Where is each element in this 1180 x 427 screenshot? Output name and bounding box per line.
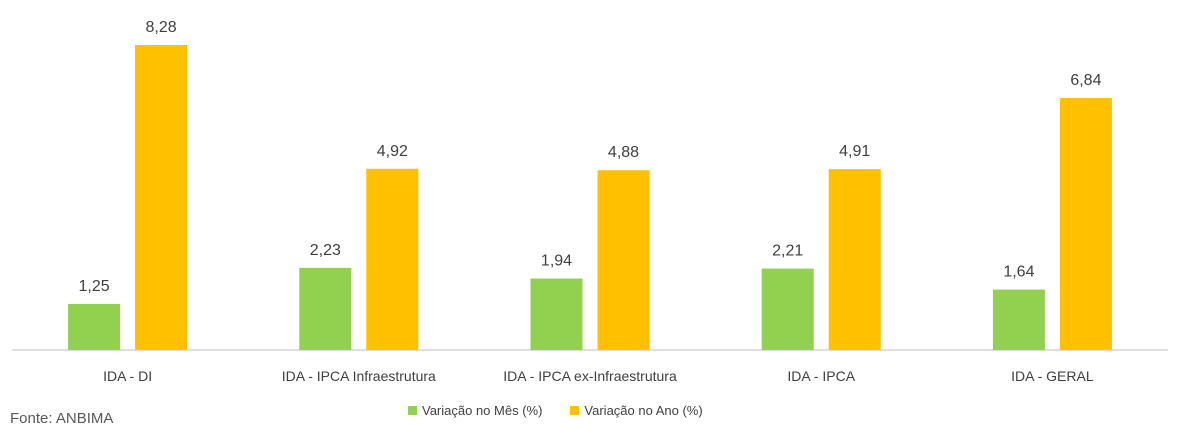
bar-mes-2 [530, 278, 583, 350]
category-label-1: IDA - IPCA Infraestrutura [282, 368, 436, 384]
legend: Variação no Mês (%) Variação no Ano (%) [408, 403, 703, 418]
legend-label-mes: Variação no Mês (%) [422, 403, 543, 418]
labels-group: 1,25 8,28 IDA - DI 2,23 4,92 IDA - IPCA Infra… [79, 19, 1102, 384]
data-label-ano-0: 8,28 [146, 19, 177, 36]
data-label-ano-3: 4,91 [839, 143, 870, 160]
data-label-mes-4: 1,64 [1003, 264, 1034, 281]
data-label-mes-1: 2,23 [310, 242, 341, 259]
bar-ano-4 [1059, 98, 1112, 350]
source-note: Fonte: ANBIMA [10, 410, 114, 427]
bar-ano-1 [366, 168, 419, 350]
legend-swatch-mes [408, 406, 417, 415]
bars-group [68, 45, 1112, 350]
category-label-3: IDA - IPCA [787, 368, 855, 384]
data-label-ano-2: 4,88 [608, 144, 639, 161]
category-label-2: IDA - IPCA ex-Infraestrutura [503, 368, 677, 384]
legend-label-ano: Variação no Ano (%) [584, 403, 703, 418]
legend-item-ano: Variação no Ano (%) [570, 403, 703, 418]
legend-swatch-ano [570, 406, 580, 415]
bar-mes-3 [761, 268, 814, 350]
bar-ano-3 [828, 169, 881, 350]
bar-ano-2 [597, 170, 650, 350]
category-label-4: IDA - GERAL [1011, 368, 1094, 384]
data-label-ano-4: 6,84 [1070, 72, 1101, 89]
bar-mes-1 [299, 267, 352, 350]
category-label-0: IDA - DI [103, 368, 152, 384]
bar-mes-0 [68, 303, 121, 350]
data-label-ano-1: 4,92 [377, 143, 408, 160]
legend-item-mes: Variação no Mês (%) [408, 403, 542, 418]
bar-mes-4 [992, 289, 1045, 350]
bar-ano-0 [135, 45, 188, 350]
data-label-mes-2: 1,94 [541, 253, 572, 270]
data-label-mes-3: 2,21 [772, 243, 803, 260]
bar-chart: 1,25 8,28 IDA - DI 2,23 4,92 IDA - IPCA Infra… [12, 19, 1168, 384]
data-label-mes-0: 1,25 [79, 278, 110, 295]
